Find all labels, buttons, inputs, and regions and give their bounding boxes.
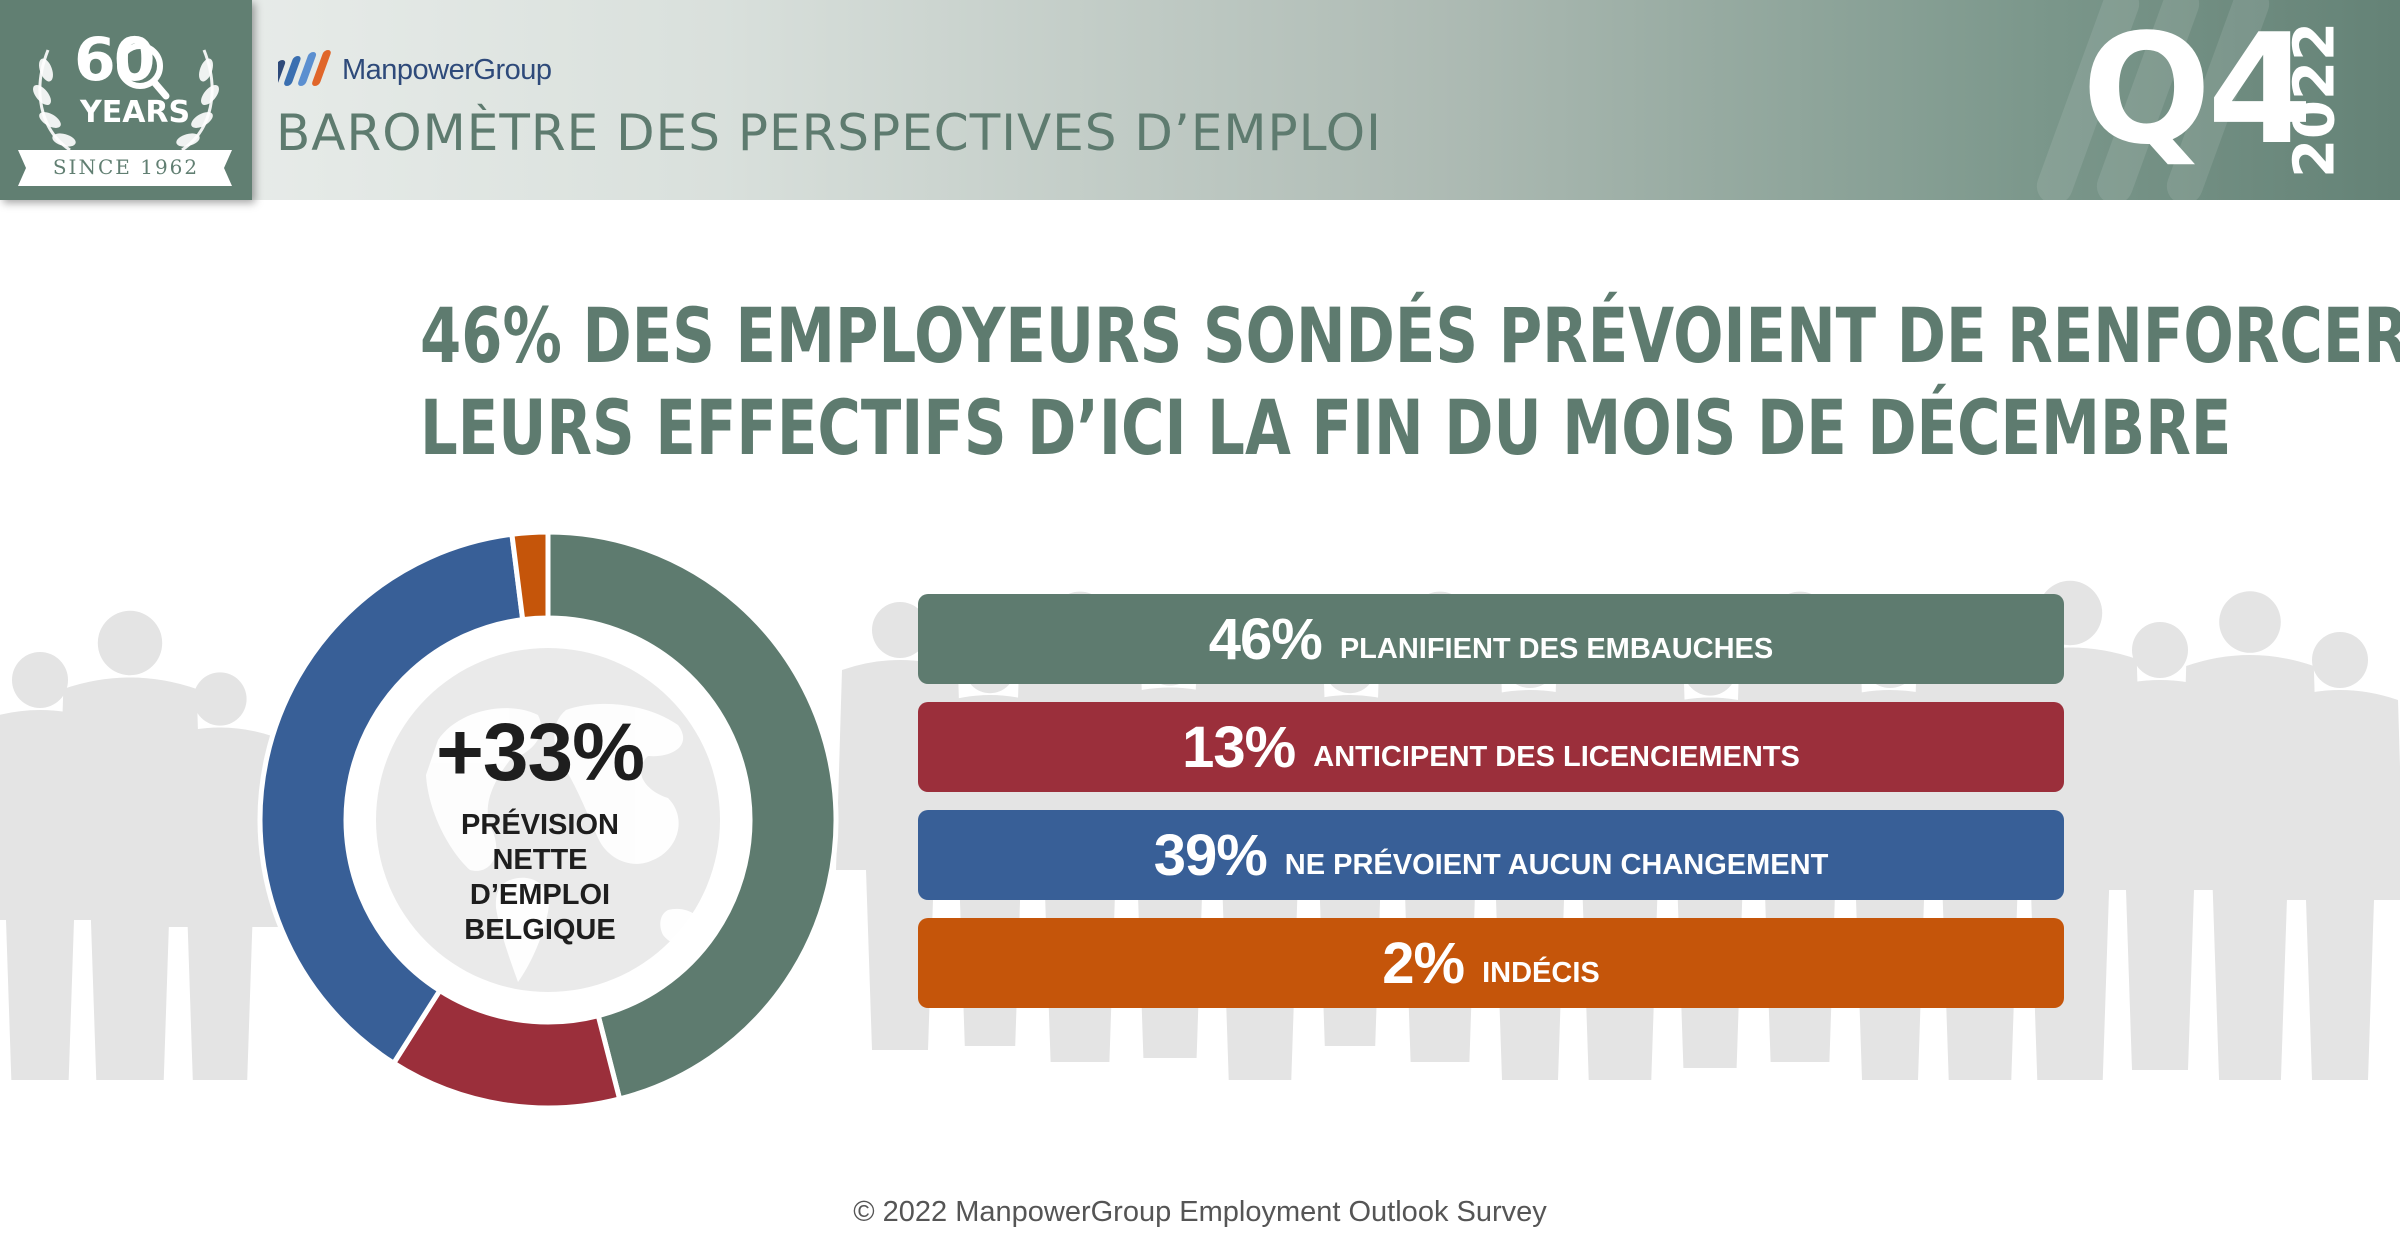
- person-silhouette-icon: [2276, 632, 2400, 1080]
- donut-chart: [257, 529, 839, 1111]
- globe-continents: [426, 703, 704, 982]
- net-employment-outlook-value: +33%: [435, 707, 645, 798]
- header-band: [0, 0, 2400, 210]
- bar-label: NE PRÉVOIENT AUCUN CHANGEMENT: [1284, 848, 1829, 881]
- quarter-label: Q4: [2082, 1, 2313, 178]
- legend-bar-layoffs: 13% ANTICIPENT DES LICENCIEMENTS: [918, 702, 2064, 792]
- brand-name: ManpowerGroup: [342, 53, 552, 86]
- brand: ManpowerGroup: [278, 48, 552, 92]
- bar-value: 46%: [1208, 606, 1323, 672]
- bar-label: INDÉCIS: [1482, 956, 1600, 989]
- badge-number: 60: [74, 25, 155, 95]
- quarter-year: 2022: [2280, 22, 2350, 178]
- legend-bar-no-change: 39% NE PRÉVOIENT AUCUN CHANGEMENT: [918, 810, 2064, 900]
- headline: 46% DES EMPLOYEURS SONDÉS PRÉVOIENT DE R…: [420, 290, 2400, 474]
- bar-label: ANTICIPENT DES LICENCIEMENTS: [1313, 740, 1800, 773]
- legend-bar-hiring: 46% PLANIFIENT DES EMBAUCHES: [918, 594, 2064, 684]
- center-label-line: PRÉVISION: [461, 809, 619, 841]
- manpowergroup-logo-icon: [278, 50, 331, 86]
- donut-segment-no-change: [257, 531, 526, 1067]
- magnifier-icon: [117, 43, 163, 89]
- person-silhouette-icon: [159, 672, 281, 1080]
- headline-line-1: 46% DES EMPLOYEURS SONDÉS PRÉVOIENT DE R…: [420, 291, 2400, 380]
- net-employment-outlook-label: PRÉVISION NETTE D’EMPLOI BELGIQUE: [400, 808, 680, 948]
- donut-segment-hiring: [545, 529, 839, 1102]
- legend-bar-undecided: 2% INDÉCIS: [918, 918, 2064, 1008]
- badge-since: SINCE 1962: [52, 155, 200, 179]
- bar-value: 2%: [1382, 930, 1465, 996]
- center-label-line: NETTE: [492, 844, 588, 876]
- donut-segment-undecided: [509, 529, 551, 623]
- badge-years: YEARS: [80, 95, 191, 130]
- laurel-wreath-icon: [18, 43, 232, 186]
- center-label-line: BELGIQUE: [464, 914, 616, 946]
- year-text: 2022: [2282, 22, 2348, 178]
- sixty-years-badge: 60 YEARS SINCE 1962: [0, 0, 252, 200]
- bar-value: 13%: [1182, 714, 1296, 780]
- report-subtitle: BAROMÈTRE DES PERSPECTIVES D’EMPLOI: [276, 104, 1382, 162]
- center-label-line: D’EMPLOI: [469, 879, 611, 911]
- headline-line-2: LEURS EFFECTIFS D’ICI LA FIN DU MOIS DE …: [420, 383, 2232, 472]
- bar-value: 39%: [1153, 822, 1268, 888]
- copyright-footer: © 2022 ManpowerGroup Employment Outlook …: [853, 1196, 1547, 1228]
- bar-label: PLANIFIENT DES EMBAUCHES: [1339, 632, 1774, 665]
